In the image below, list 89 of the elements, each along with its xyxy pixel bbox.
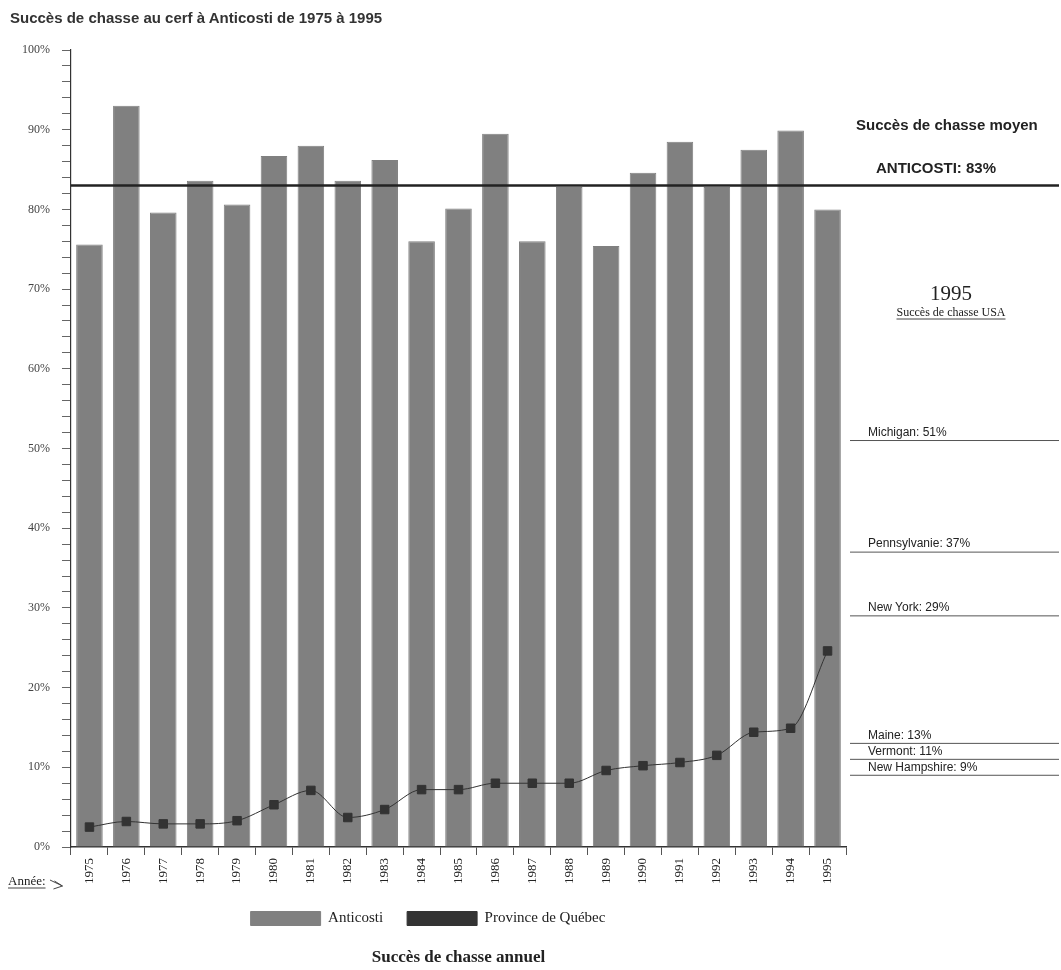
- x-tick-label: 1993: [745, 858, 761, 884]
- text: Succès de chasse USA: [896, 305, 1006, 319]
- point: [158, 819, 168, 829]
- y-tick-label: 50%: [28, 440, 50, 455]
- bar: [260, 156, 288, 847]
- bar: [777, 130, 804, 847]
- point: [232, 815, 242, 826]
- x-tick-label: 1978: [191, 858, 207, 884]
- bar: [445, 208, 472, 847]
- y-tick-label: 0%: [34, 839, 50, 854]
- y-tick-label: 60%: [28, 360, 50, 375]
- x-tick-label: 1980: [265, 858, 281, 884]
- y-tick-label: 40%: [28, 520, 50, 535]
- point: [453, 784, 464, 795]
- bar: [334, 180, 362, 847]
- x-tick-label: 1979: [228, 858, 244, 884]
- point: [638, 760, 648, 771]
- text: 1995: [930, 281, 972, 305]
- y-tick-label: 70%: [28, 281, 50, 296]
- bar: [371, 159, 398, 847]
- x-tick-label: 1975: [80, 858, 96, 884]
- x-tick-label: 1981: [302, 858, 318, 884]
- ref-line-label: Vermont: 11%: [868, 743, 943, 758]
- x-tick-label: 1992: [708, 858, 724, 884]
- x-tick-label: 1984: [413, 857, 429, 884]
- x-tick-label: 1995: [818, 858, 834, 884]
- x-axis-title: Année:: [8, 873, 46, 888]
- text: Succès de chasse annuel: [371, 947, 546, 966]
- bar: [629, 172, 657, 847]
- chart-title: Succès de chasse au cerf à Anticosti de 1975 à 1995: [10, 9, 383, 27]
- point: [785, 723, 796, 733]
- x-tick-label: 1977: [154, 857, 170, 884]
- bar: [482, 133, 509, 847]
- point: [195, 819, 205, 829]
- x-tick-label: 1976: [117, 857, 133, 884]
- point: [749, 727, 759, 737]
- y-tick-label: 30%: [28, 600, 50, 615]
- x-tick-label: 1986: [486, 857, 502, 884]
- bar: [666, 141, 694, 847]
- bar: [592, 246, 620, 847]
- bar: [555, 187, 583, 847]
- point: [269, 800, 279, 810]
- y-tick-label: 10%: [28, 759, 50, 774]
- bar: [76, 244, 103, 847]
- point: [490, 778, 501, 788]
- legend-label: Anticosti: [328, 909, 384, 926]
- ref-line-label: Maine: 13%: [868, 727, 932, 742]
- point: [121, 816, 132, 827]
- bar: [113, 105, 140, 847]
- y-tick-label: 80%: [28, 201, 50, 216]
- x-tick-label: 1991: [671, 858, 687, 884]
- text: Succès de chasse moyen: [856, 116, 1038, 133]
- bar: [223, 204, 251, 847]
- ref-line-label: Pennsylvanie: 37%: [868, 536, 971, 551]
- point: [343, 812, 353, 823]
- bar: [408, 241, 435, 847]
- x-tick-label: 1982: [339, 858, 355, 884]
- point: [601, 765, 611, 776]
- ref-line-label: New Hampshire: 9%: [868, 759, 978, 774]
- y-tick-label: 20%: [28, 679, 50, 694]
- bar: [814, 209, 841, 847]
- bar: [740, 149, 768, 847]
- point: [416, 784, 427, 795]
- ref-line-label: ANTICOSTI: 83%: [876, 159, 997, 177]
- y-tick-label: 90%: [28, 121, 50, 136]
- x-tick-label: 1994: [782, 857, 798, 884]
- point: [379, 804, 390, 815]
- point: [822, 646, 833, 656]
- bar: [703, 187, 731, 847]
- ref-line-label: Michigan: 51%: [868, 424, 948, 439]
- y-tick-label: 100%: [22, 42, 50, 57]
- ref-line-label: New York: 29%: [868, 600, 950, 615]
- legend-label: Province de Québec: [484, 909, 606, 926]
- x-tick-label: 1990: [634, 858, 650, 884]
- point: [306, 785, 316, 796]
- bar: [186, 180, 214, 847]
- point: [84, 822, 95, 832]
- point: [527, 778, 538, 788]
- x-tick-label: 1988: [560, 858, 576, 884]
- point: [675, 757, 685, 768]
- x-tick-label: 1987: [523, 857, 539, 884]
- x-tick-label: 1985: [449, 858, 465, 884]
- bar: [519, 241, 546, 847]
- bar: [297, 145, 325, 847]
- x-tick-label: 1989: [597, 858, 613, 884]
- point: [564, 778, 574, 788]
- bar: [149, 212, 177, 847]
- x-tick-label: 1983: [376, 858, 392, 884]
- point: [712, 750, 722, 761]
